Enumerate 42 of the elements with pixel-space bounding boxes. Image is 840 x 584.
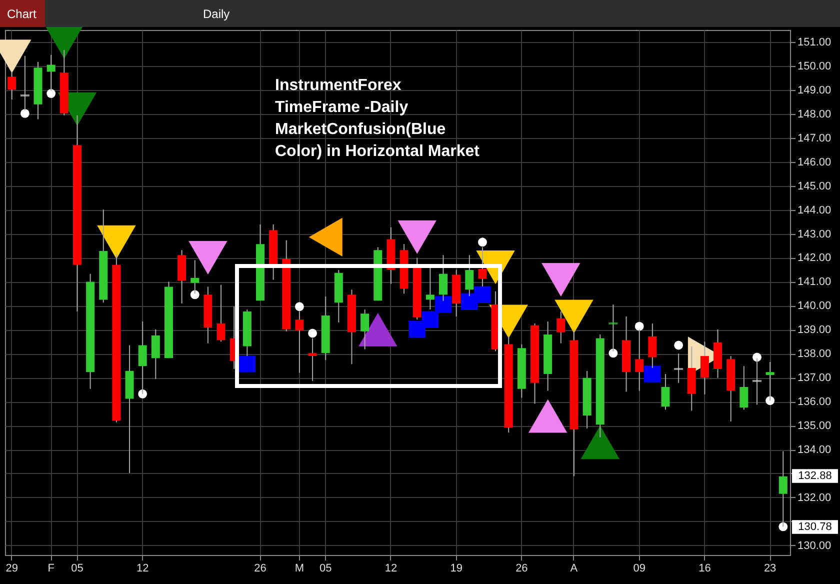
x-tick-label: 23 xyxy=(764,562,776,574)
x-tick-label: 16 xyxy=(698,562,711,574)
x-tick-label: A xyxy=(570,562,578,574)
y-tick-label: 146.00 xyxy=(798,156,832,168)
text: Chart xyxy=(7,7,38,21)
y-tick-label: 143.00 xyxy=(798,228,832,240)
x-tick-label: 26 xyxy=(516,562,528,574)
x-tick-label: 29 xyxy=(6,562,18,574)
x-tick-label: 12 xyxy=(136,562,149,574)
annotation: TimeFrame -Daily xyxy=(275,99,408,116)
y-tick-label: 142.00 xyxy=(798,252,832,264)
y-tick-label: 140.00 xyxy=(798,300,832,312)
text: 132.88 xyxy=(798,470,832,482)
annotation: MarketConfusion(Blue xyxy=(275,121,446,138)
x-tick-label: M xyxy=(294,562,304,574)
y-tick-label: 138.00 xyxy=(798,348,832,360)
annotation: InstrumentForex xyxy=(275,77,402,94)
annotation: Color) in Horizontal Market xyxy=(275,143,480,160)
x-tick-label: 05 xyxy=(71,562,84,574)
x-tick-label: 19 xyxy=(450,562,462,574)
x-tick-label: 05 xyxy=(319,562,332,574)
x-tick-label: F xyxy=(48,562,55,574)
y-tick-label: 141.00 xyxy=(798,276,832,288)
y-tick-label: 149.00 xyxy=(798,84,832,96)
y-tick-label: 130.00 xyxy=(798,540,832,552)
y-tick-label: 151.00 xyxy=(798,36,832,48)
y-tick-label: 144.00 xyxy=(798,204,832,216)
y-tick-label: 145.00 xyxy=(798,180,832,192)
text: Daily xyxy=(203,7,230,21)
y-tick-label: 147.00 xyxy=(798,132,832,144)
y-tick-label: 135.00 xyxy=(798,420,832,432)
y-tick-label: 132.00 xyxy=(798,492,832,504)
y-tick-label: 150.00 xyxy=(798,60,832,72)
y-tick-label: 137.00 xyxy=(798,372,832,384)
y-tick-label: 148.00 xyxy=(798,108,832,120)
y-tick-label: 134.00 xyxy=(798,444,832,456)
text: 130.78 xyxy=(798,521,832,533)
x-tick-label: 09 xyxy=(633,562,646,574)
x-tick-label: 12 xyxy=(384,562,398,574)
y-tick-label: 136.00 xyxy=(798,396,832,408)
x-tick-label: 26 xyxy=(254,562,266,574)
y-tick-label: 139.00 xyxy=(798,324,832,336)
